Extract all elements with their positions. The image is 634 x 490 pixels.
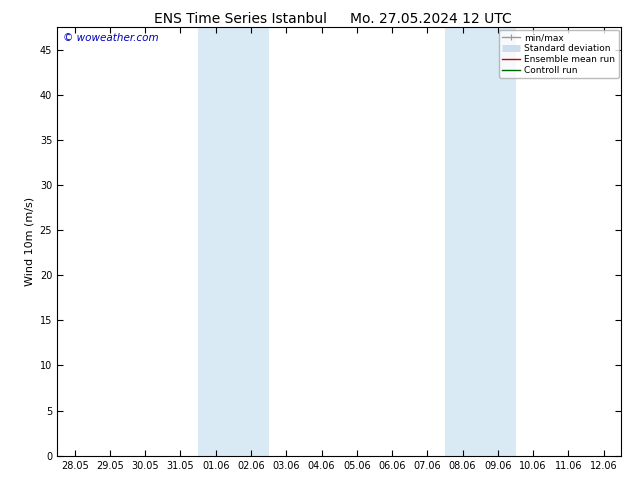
- Y-axis label: Wind 10m (m/s): Wind 10m (m/s): [24, 197, 34, 286]
- Text: © woweather.com: © woweather.com: [63, 33, 158, 44]
- Text: ENS Time Series Istanbul: ENS Time Series Istanbul: [155, 12, 327, 26]
- Text: Mo. 27.05.2024 12 UTC: Mo. 27.05.2024 12 UTC: [350, 12, 512, 26]
- Bar: [198, 27, 269, 456]
- Bar: [445, 27, 515, 456]
- Legend: min/max, Standard deviation, Ensemble mean run, Controll run: min/max, Standard deviation, Ensemble me…: [499, 30, 619, 78]
